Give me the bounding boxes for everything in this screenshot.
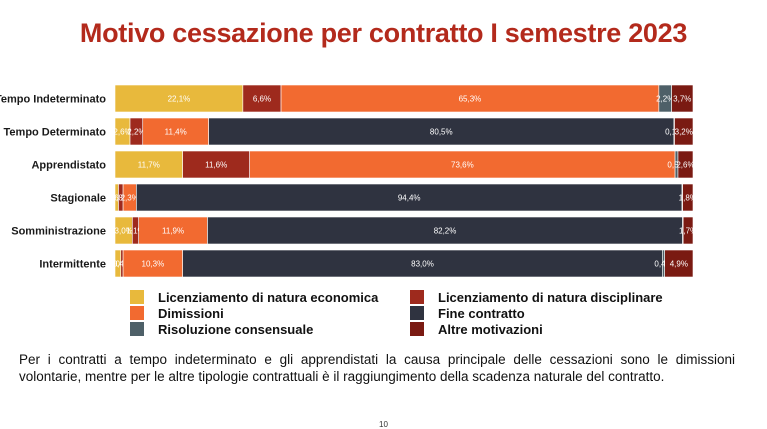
category-label: Apprendistato xyxy=(31,160,106,172)
data-label: 10,3% xyxy=(142,260,165,269)
bar-segment xyxy=(114,84,244,113)
legend-label: Risoluzione consensuale xyxy=(158,321,314,337)
data-label: 11,6% xyxy=(205,161,227,170)
bar-segment xyxy=(674,117,694,146)
legend-swatch xyxy=(130,306,144,320)
bar-segment xyxy=(122,249,183,278)
legend-item: Altre motivazioni xyxy=(410,321,543,337)
data-label: 2,2% xyxy=(127,128,145,137)
data-label: 11,7% xyxy=(138,161,160,170)
category-label: Intermittente xyxy=(39,259,106,271)
data-label: 80,5% xyxy=(430,128,453,137)
data-label: 82,2% xyxy=(434,227,457,236)
bar-segment xyxy=(182,249,663,278)
legend-item: Fine contratto xyxy=(410,305,525,321)
bar-segment xyxy=(664,249,694,278)
bar-segment xyxy=(677,150,694,179)
bar-segment xyxy=(142,117,209,146)
legend-item: Licenziamento di natura disciplinare xyxy=(410,289,663,305)
data-label: 2,6% xyxy=(113,128,131,137)
category-label: Stagionale xyxy=(50,193,106,205)
data-label: 11,4% xyxy=(165,128,187,137)
summary-note: Per i contratti a tempo indeterminato e … xyxy=(19,352,735,384)
bar-segment xyxy=(249,150,676,179)
legend-item: Dimissioni xyxy=(130,305,224,321)
data-label: 0,4% xyxy=(654,260,672,269)
data-label: 22,1% xyxy=(168,95,191,104)
legend-swatch xyxy=(130,322,144,336)
data-label: 6,6% xyxy=(253,95,271,104)
data-label: 73,6% xyxy=(451,161,474,170)
data-label: 0,4% xyxy=(113,260,131,269)
data-label: 94,4% xyxy=(398,194,421,203)
data-label: 3,2% xyxy=(675,128,693,137)
data-label: 1,1% xyxy=(126,227,144,236)
legend-label: Licenziamento di natura economica xyxy=(158,289,379,305)
data-label: 1,8% xyxy=(679,194,697,203)
legend-swatch xyxy=(410,322,424,336)
bar-segment xyxy=(208,117,675,146)
legend-swatch xyxy=(130,290,144,304)
bar-segment xyxy=(136,183,683,212)
legend-label: Altre motivazioni xyxy=(438,321,543,337)
bar-segment xyxy=(671,84,694,113)
data-label: 2,6% xyxy=(676,161,694,170)
bar-segment xyxy=(280,84,660,113)
page-number: 10 xyxy=(379,420,388,429)
stacked-bar-chart: Tempo Indeterminato 22,1% 6,6% 65,3% 2,2%3,7… xyxy=(0,84,697,278)
data-label: 0,5% xyxy=(667,161,685,170)
data-label: 2,3% xyxy=(121,194,139,203)
data-label: 2,2% xyxy=(656,95,674,104)
legend-swatch xyxy=(410,290,424,304)
legend-label: Licenziamento di natura disciplinare xyxy=(438,289,663,305)
bar-segment xyxy=(138,216,208,245)
data-label: 3,7% xyxy=(673,95,691,104)
data-label: 83,0% xyxy=(411,260,434,269)
bar-segment xyxy=(242,84,282,113)
data-label: 1,7% xyxy=(679,227,697,236)
category-label: Tempo Determinato xyxy=(4,127,107,139)
legend-swatch xyxy=(410,306,424,320)
data-label: 65,3% xyxy=(459,95,482,104)
legend-label: Fine contratto xyxy=(438,305,525,321)
legend-item: Risoluzione consensuale xyxy=(130,321,313,337)
data-label: 0,8% xyxy=(112,194,130,203)
bar-segment xyxy=(207,216,683,245)
data-label: 11,9% xyxy=(162,227,184,236)
chart-title: Motivo cessazione per contratto I semest… xyxy=(79,18,688,48)
data-label: 1,0% xyxy=(109,260,127,269)
data-label: 4,9% xyxy=(670,260,688,269)
bar-segment xyxy=(682,183,694,212)
data-label: 0,6% xyxy=(108,194,126,203)
data-label: 3,0% xyxy=(115,227,133,236)
legend-item: Licenziamento di natura economica xyxy=(130,289,378,305)
legend-label: Dimissioni xyxy=(158,305,224,321)
category-label: Somministrazione xyxy=(11,226,106,238)
bar-segment xyxy=(114,150,183,179)
category-label: Tempo Indeterminato xyxy=(0,94,106,106)
bar-segment xyxy=(682,216,694,245)
